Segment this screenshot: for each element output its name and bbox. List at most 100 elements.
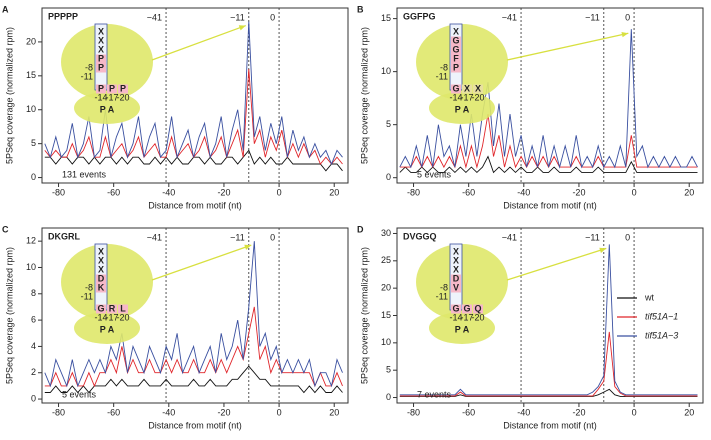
site-residue: G: [452, 303, 459, 313]
tunnel-residue: X: [98, 246, 104, 256]
y-tick-label: 25: [381, 255, 391, 265]
tunnel-residue: G: [452, 35, 459, 45]
tunnel-residue: P: [453, 62, 459, 72]
event-count: 131 events: [62, 169, 107, 179]
plot-frame: [396, 7, 704, 184]
arrow-head: [238, 25, 246, 31]
x-tick-label: -80: [407, 407, 420, 417]
residue-box: [451, 36, 461, 46]
position-label: -11: [436, 291, 448, 301]
motif-title: DKGRL: [48, 231, 80, 241]
x-tick-label: -20: [572, 187, 585, 197]
residue-box: [96, 54, 106, 64]
y-tick-label: 5: [386, 365, 391, 375]
residue-box: [107, 84, 117, 94]
residue-box: [462, 304, 472, 314]
x-tick-label: -40: [517, 407, 530, 417]
y-tick-label: 8: [31, 288, 36, 298]
y-tick-label: 0: [31, 393, 36, 403]
arrow: [151, 244, 252, 281]
site-label: P A: [100, 104, 115, 114]
legend-label: tif51A−3: [645, 330, 678, 340]
position-label: -20: [471, 92, 484, 102]
arrow-head: [599, 247, 607, 253]
x-tick-label: 0: [277, 187, 282, 197]
reference-label: −41: [502, 12, 517, 22]
y-tick-label: 10: [381, 337, 391, 347]
y-tick-label: 20: [381, 283, 391, 293]
residue-box: [96, 304, 106, 314]
y-tick-label: 15: [26, 70, 36, 80]
plot-frame: [396, 227, 704, 404]
series-line: [399, 155, 698, 174]
position-label: -8: [85, 62, 93, 72]
tunnel-residue: K: [98, 282, 105, 292]
motif-title: GGFPG: [403, 11, 436, 21]
plot-frame: [41, 7, 349, 184]
reference-label: −11: [230, 12, 245, 22]
position-label: -8: [440, 282, 448, 292]
residue-box: [451, 63, 461, 73]
x-tick-label: -80: [52, 187, 65, 197]
position-label: -11: [81, 71, 93, 81]
residue-box: [451, 283, 461, 293]
y-tick-label: 15: [381, 310, 391, 320]
series-line: [399, 114, 698, 169]
series-line: [44, 21, 343, 166]
y-axis-label: 5PSeq coverage (normalized rpm): [4, 27, 14, 164]
y-tick-label: 0: [31, 172, 36, 182]
residue-box: [462, 84, 472, 94]
x-tick-label: -40: [162, 187, 175, 197]
event-count: 5 events: [417, 169, 452, 179]
x-tick-label: -60: [462, 187, 475, 197]
x-tick-label: -80: [52, 407, 65, 417]
ribosome-small: [74, 312, 140, 344]
site-label: P A: [455, 324, 470, 334]
tunnel-residue: X: [98, 264, 104, 274]
tunnel-residue: F: [453, 53, 459, 63]
site-label: P A: [100, 324, 115, 334]
residue-box: [118, 84, 128, 94]
site-residue: G: [463, 303, 470, 313]
position-label: -20: [116, 312, 129, 322]
arrow-head: [621, 31, 629, 38]
tunnel-residue: G: [452, 44, 459, 54]
site-residue: X: [475, 83, 481, 93]
site-residue: X: [464, 83, 470, 93]
position-label: -14: [94, 92, 107, 102]
position-label: -17: [460, 92, 473, 102]
position-label: -14: [449, 312, 462, 322]
x-tick-label: -40: [162, 407, 175, 417]
y-tick-label: 5: [31, 138, 36, 148]
x-axis-label: Distance from motif (nt): [148, 420, 242, 430]
series-line: [399, 244, 698, 396]
tunnel-residue: D: [98, 273, 105, 283]
series-line: [44, 149, 343, 172]
x-tick-label: -20: [217, 187, 230, 197]
y-tick-label: 5: [386, 119, 391, 129]
reference-label: −11: [230, 232, 245, 242]
position-label: -17: [460, 312, 473, 322]
reference-label: −41: [502, 232, 517, 242]
ribosome-small: [429, 92, 495, 124]
site-residue: R: [109, 303, 116, 313]
y-axis-label: 5PSeq coverage (normalized rpm): [359, 247, 369, 384]
arrow-head: [244, 244, 252, 250]
x-axis-label: Distance from motif (nt): [503, 200, 597, 210]
tunnel-residue: X: [453, 264, 459, 274]
tunnel-residue: X: [98, 255, 104, 265]
y-tick-label: 10: [26, 262, 36, 272]
legend-label: wt: [644, 292, 654, 302]
x-tick-label: 20: [684, 407, 694, 417]
residue-box: [107, 304, 117, 314]
y-tick-label: 6: [31, 314, 36, 324]
tunnel-residue: X: [98, 44, 104, 54]
site-residue: P: [109, 83, 115, 93]
x-axis-label: Distance from motif (nt): [148, 200, 242, 210]
panel-letter: B: [357, 4, 364, 14]
position-label: -17: [105, 312, 118, 322]
y-tick-label: 4: [31, 341, 36, 351]
